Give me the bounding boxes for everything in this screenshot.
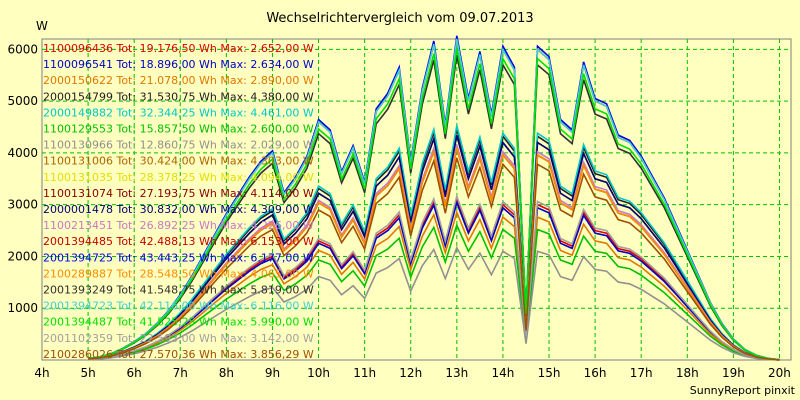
legend-entry: 1100129553 Tot: 15.857,50 Wh Max: 2.600,… <box>43 123 314 136</box>
series-line <box>87 54 780 361</box>
legend-entry: 1100096541 Tot: 18.896,00 Wh Max: 2.634,… <box>43 58 314 71</box>
x-axis-ticks: 4h 5h 6h 7h 8h 9h 10h 11h 12h 13h 14h 15h 16h 17h 18h 1… <box>34 366 791 380</box>
x-tick-label: 17h <box>630 366 653 380</box>
x-tick-label: 15h <box>538 366 561 380</box>
x-tick-label: 9h <box>265 366 280 380</box>
legend-entry: 1100131035 Tot: 28.378,25 Wh Max: 4.094,… <box>43 171 314 184</box>
y-axis-ticks: 1000 2000 3000 4000 5000 6000 <box>7 42 38 315</box>
legend-entry: 2100289887 Tot: 28.548,50 Wh Max: 4.065,… <box>43 267 314 280</box>
series-line <box>88 245 780 361</box>
x-tick-label: 12h <box>399 366 422 380</box>
legend-entry: 2001394725 Tot: 43.443,25 Wh Max: 6.177,… <box>43 251 314 264</box>
series-line <box>88 200 780 361</box>
legend-entry: 1100131006 Tot: 30.424,00 Wh Max: 4.303,… <box>43 155 314 168</box>
legend-entry: 2000001478 Tot: 30.832,00 Wh Max: 4.309,… <box>43 203 314 216</box>
legend-entry: 2100286026 Tot: 27.570,36 Wh Max: 3.856,… <box>43 348 314 361</box>
y-axis-unit-label: W <box>36 19 48 33</box>
legend-entry: 2000149882 Tot: 32.344,25 Wh Max: 4.461,… <box>43 106 314 119</box>
legend: 1100096436 Tot: 19.176,50 Wh Max: 2.652,… <box>43 42 314 361</box>
chart-title: Wechselrichtervergleich vom 09.07.2013 <box>266 11 533 26</box>
legend-entry: 1100096436 Tot: 19.176,50 Wh Max: 2.652,… <box>43 42 314 55</box>
series-line <box>87 48 780 361</box>
y-tick-label: 2000 <box>7 249 38 263</box>
x-tick-label: 7h <box>173 366 188 380</box>
series-line <box>88 209 780 361</box>
x-tick-label: 19h <box>722 366 745 380</box>
x-tick-label: 10h <box>307 366 330 380</box>
series-line <box>88 125 780 361</box>
footer-credit: SunnyReport pinxit <box>690 384 796 397</box>
series-line <box>88 147 780 361</box>
legend-entry: 2001394485 Tot: 42.488,13 Wh Max: 6.153,… <box>43 235 314 248</box>
legend-entry: 2000150622 Tot: 21.078,00 Wh Max: 2.890,… <box>43 74 314 87</box>
x-tick-label: 13h <box>445 366 468 380</box>
legend-entry: 1100130966 Tot: 12.860,75 Wh Max: 2.029,… <box>43 139 314 152</box>
x-tick-label: 14h <box>491 366 514 380</box>
x-tick-label: 5h <box>80 366 95 380</box>
legend-entry: 2001394487 Tot: 41.525,25 Wh Max: 5.990,… <box>43 316 314 329</box>
legend-entry: 2000154799 Tot: 31.530,75 Wh Max: 4.380,… <box>43 90 314 103</box>
y-tick-label: 1000 <box>7 301 38 315</box>
x-tick-label: 11h <box>353 366 376 380</box>
x-tick-label: 18h <box>676 366 699 380</box>
legend-entry: 1100131074 Tot: 27.193,75 Wh Max: 4.114,… <box>43 187 314 200</box>
y-tick-label: 5000 <box>7 94 38 108</box>
y-tick-label: 4000 <box>7 146 38 160</box>
series-line <box>87 38 780 361</box>
legend-entry: 2001394723 Tot: 42.116,00 Wh Max: 6.116,… <box>43 300 314 313</box>
x-tick-label: 20h <box>768 366 791 380</box>
x-tick-label: 6h <box>127 366 142 380</box>
x-tick-label: 8h <box>219 366 234 380</box>
legend-entry: 1100213451 Tot: 26.892,25 Wh Max: 4.226,… <box>43 219 314 232</box>
x-tick-label: 4h <box>34 366 49 380</box>
series-lines <box>87 35 780 361</box>
legend-entry: 2001393249 Tot: 41.548,75 Wh Max: 5.819,… <box>43 284 314 297</box>
y-tick-label: 6000 <box>7 42 38 56</box>
series-line <box>88 135 780 361</box>
series-line <box>88 193 780 361</box>
x-tick-label: 16h <box>584 366 607 380</box>
legend-entry: 2001102359 Tot: 22.593,00 Wh Max: 3.142,… <box>43 332 314 345</box>
series-line <box>88 222 780 361</box>
series-line <box>88 157 780 361</box>
y-tick-label: 3000 <box>7 198 38 212</box>
